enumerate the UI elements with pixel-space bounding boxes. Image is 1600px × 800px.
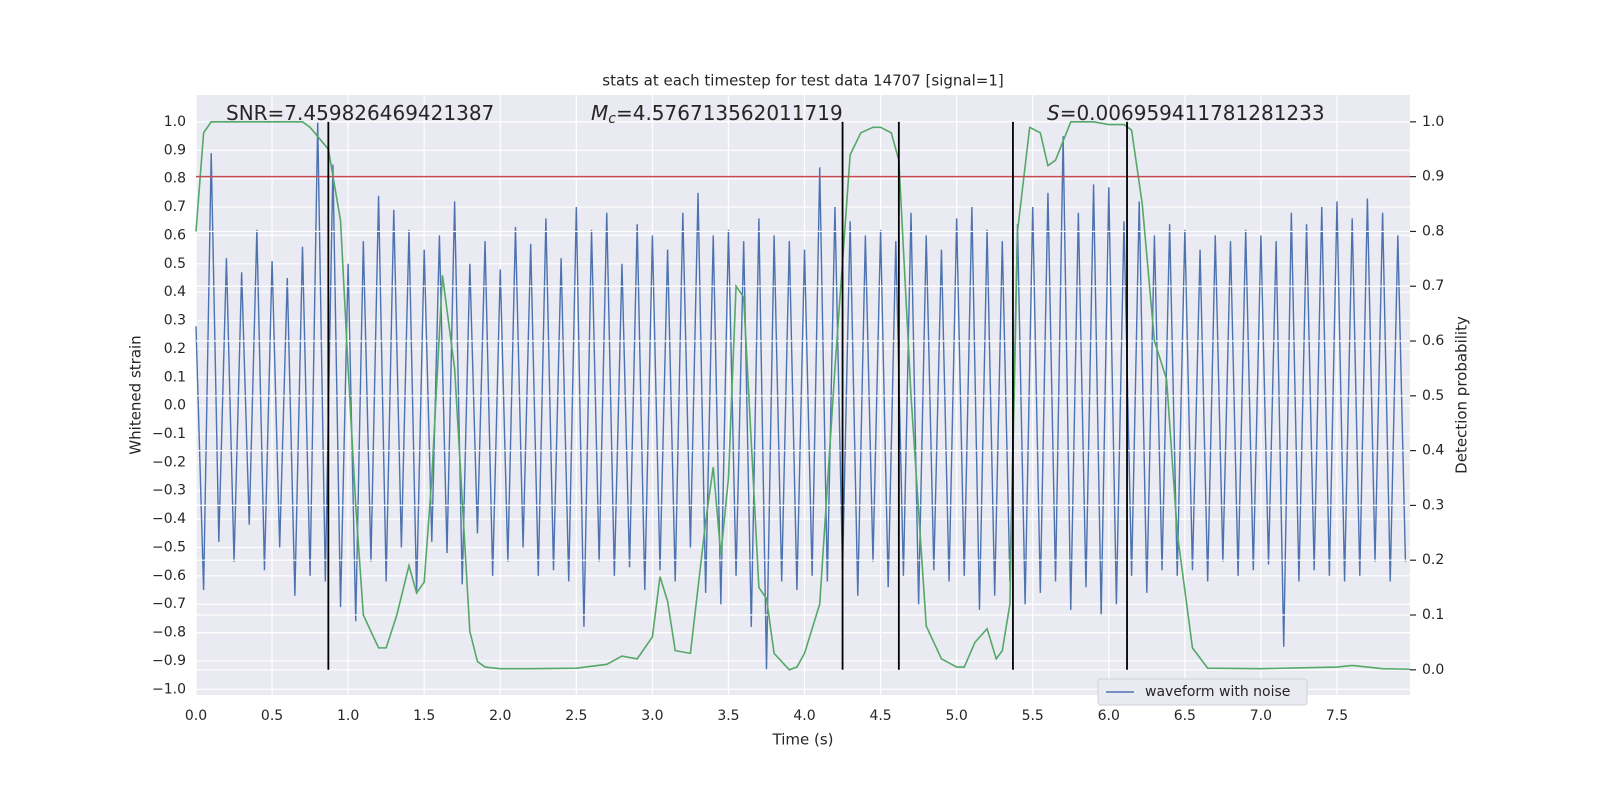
y-tick-label: −1.0 [152,681,186,697]
y2-tick-label: 0.4 [1422,443,1444,459]
x-tick-label: 5.0 [946,708,968,724]
x-tick-label: 0.5 [261,708,283,724]
y-tick-label: −0.4 [152,511,186,527]
y2-tick-label: 0.7 [1422,278,1444,294]
x-tick-label: 4.0 [793,708,815,724]
chart-title: stats at each timestep for test data 147… [602,72,1003,90]
y-tick-label: 0.8 [164,171,186,187]
x-tick-label: 6.0 [1098,708,1120,724]
y-tick-label: −0.3 [152,483,186,499]
y-tick-label: 0.7 [164,199,186,215]
y2-tick-label: 0.9 [1422,169,1444,185]
annotation-symbol: S [1047,101,1060,125]
x-tick-label: 6.5 [1174,708,1196,724]
x-tick-label: 3.5 [717,708,739,724]
annotation: Mc=4.576713562011719 [591,101,843,128]
annotation-text: =4.576713562011719 [616,101,843,125]
y-tick-label: 0.9 [164,142,186,158]
y2-tick-label: 0.2 [1422,552,1444,568]
y-tick-label: 0.4 [164,284,186,300]
annotation-subscript: c [608,111,616,127]
y2-tick-label: 1.0 [1422,114,1444,130]
y-tick-label: −0.1 [152,426,186,442]
y2-tick-label: 0.0 [1422,662,1444,678]
annotation-text: SNR=7.459826469421387 [226,101,494,125]
plot-area [196,95,1410,695]
y2-axis-label: Detection probability [1453,316,1471,474]
y2-tick-label: 0.1 [1422,607,1444,623]
y-tick-label: −0.6 [152,568,186,584]
x-tick-label: 2.5 [565,708,587,724]
x-tick-label: 1.5 [413,708,435,724]
y2-tick-label: 0.3 [1422,497,1444,513]
x-tick-label: 0.0 [185,708,207,724]
y-tick-label: −0.8 [152,625,186,641]
y-tick-label: −0.7 [152,596,186,612]
y-tick-label: 1.0 [164,114,186,130]
x-tick-label: 5.5 [1022,708,1044,724]
series-line [195,121,1411,671]
x-tick-label: 3.0 [641,708,663,724]
y-tick-label: 0.5 [164,256,186,272]
y2-tick-label: 0.6 [1422,333,1444,349]
y-tick-label: 0.1 [164,369,186,385]
annotation: S=0.006959411781281233 [1047,101,1325,125]
y-tick-label: −0.2 [152,454,186,470]
y-tick-label: 0.6 [164,227,186,243]
y-tick-label: 0.3 [164,313,186,329]
y-tick-label: 0.2 [164,341,186,357]
y-tick-label: −0.9 [152,653,186,669]
x-tick-label: 7.0 [1250,708,1272,724]
series-line [195,121,1407,670]
x-tick-label: 1.0 [337,708,359,724]
y-tick-label: 0.0 [164,398,186,414]
y2-tick-label: 0.8 [1422,223,1444,239]
x-tick-label: 4.5 [869,708,891,724]
y2-tick-label: 0.5 [1422,388,1444,404]
legend-label: waveform with noise [1145,684,1290,700]
annotation-text: =0.006959411781281233 [1060,101,1325,125]
x-tick-label: 7.5 [1326,708,1348,724]
annotation: SNR=7.459826469421387 [226,101,494,125]
y-tick-label: −0.5 [152,539,186,555]
legend-box [1097,678,1308,706]
y-axis-label: Whitened strain [127,335,145,454]
annotation-symbol: M [591,101,608,125]
x-tick-label: 2.0 [489,708,511,724]
x-axis-label: Time (s) [772,731,834,749]
